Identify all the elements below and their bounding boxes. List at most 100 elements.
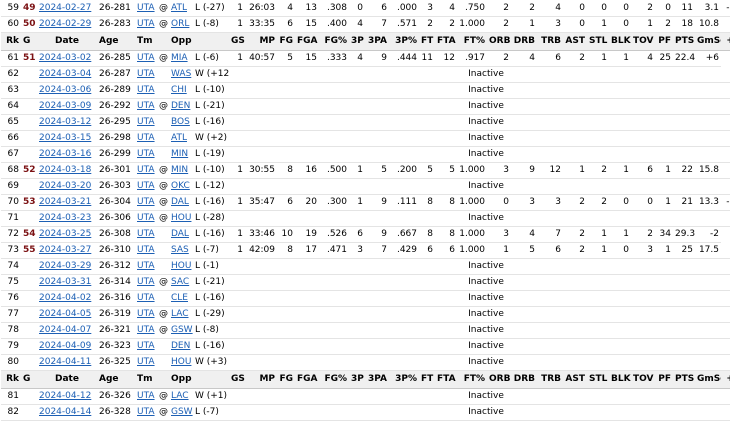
header-blk[interactable]: BLK [609, 31, 631, 51]
header-fg[interactable]: FG [277, 369, 295, 389]
header-3p-[interactable]: 3P% [389, 369, 419, 389]
header-mp[interactable]: MP [245, 31, 277, 51]
date-link[interactable]: 2024-02-27 [39, 2, 92, 13]
header-mp[interactable]: MP [245, 369, 277, 389]
team-link[interactable]: UTA [137, 181, 155, 191]
date-link[interactable]: 2024-03-31 [39, 277, 92, 287]
opponent-link[interactable]: MIN [171, 149, 189, 159]
opponent-link[interactable]: MIA [171, 53, 188, 63]
opponent-link[interactable]: CLE [171, 293, 188, 303]
header-fga[interactable]: FGA [295, 369, 319, 389]
header-blank[interactable] [193, 31, 229, 51]
date-link[interactable]: 2024-03-20 [39, 181, 92, 191]
date-link[interactable]: 2024-03-23 [39, 213, 92, 223]
team-link[interactable]: UTA [137, 149, 155, 159]
header-fg-[interactable]: FG% [319, 369, 349, 389]
header-ft[interactable]: FT [419, 31, 435, 51]
header-ast[interactable]: AST [563, 31, 587, 51]
team-link[interactable]: UTA [137, 101, 155, 111]
header-pf[interactable]: PF [655, 31, 673, 51]
opponent-link[interactable]: BOS [171, 117, 190, 127]
header-blank[interactable] [157, 369, 169, 389]
header-age[interactable]: Age [97, 369, 135, 389]
team-link[interactable]: UTA [137, 357, 155, 367]
header-orb[interactable]: ORB [487, 369, 511, 389]
team-link[interactable]: UTA [137, 229, 155, 239]
opponent-link[interactable]: SAS [171, 245, 189, 255]
opponent-link[interactable]: HOU [171, 261, 192, 271]
header-g[interactable]: G [21, 369, 37, 389]
header-drb[interactable]: DRB [511, 369, 537, 389]
header-stl[interactable]: STL [587, 369, 609, 389]
opponent-link[interactable]: WAS [171, 69, 192, 79]
header-ft-[interactable]: FT% [457, 31, 487, 51]
team-link[interactable]: UTA [137, 391, 155, 401]
opponent-link[interactable]: HOU [171, 357, 192, 367]
date-link[interactable]: 2024-04-12 [39, 391, 92, 401]
date-link[interactable]: 2024-04-09 [39, 341, 92, 351]
header-gmsc[interactable]: GmSc [695, 31, 721, 51]
header-opp[interactable]: Opp [169, 31, 193, 51]
header-trb[interactable]: TRB [537, 31, 563, 51]
date-link[interactable]: 2024-04-05 [39, 309, 92, 319]
header-gs[interactable]: GS [229, 369, 245, 389]
header-ft[interactable]: FT [419, 369, 435, 389]
header-opp[interactable]: Opp [169, 369, 193, 389]
header-fta[interactable]: FTA [435, 369, 457, 389]
team-link[interactable]: UTA [137, 261, 155, 271]
team-link[interactable]: UTA [137, 2, 155, 13]
header-date[interactable]: Date [37, 31, 97, 51]
date-link[interactable]: 2024-03-02 [39, 53, 92, 63]
header-gs[interactable]: GS [229, 31, 245, 51]
opponent-link[interactable]: DAL [171, 197, 189, 207]
header-fg[interactable]: FG [277, 31, 295, 51]
header-pts[interactable]: PTS [673, 369, 695, 389]
opponent-link[interactable]: HOU [171, 213, 192, 223]
header-gmsc[interactable]: GmSc [695, 369, 721, 389]
team-link[interactable]: UTA [137, 325, 155, 335]
header--[interactable]: +/- [721, 369, 730, 389]
date-link[interactable]: 2024-03-06 [39, 85, 92, 95]
date-link[interactable]: 2024-03-12 [39, 117, 92, 127]
header-pf[interactable]: PF [655, 369, 673, 389]
header-orb[interactable]: ORB [487, 31, 511, 51]
header-3pa[interactable]: 3PA [365, 31, 389, 51]
team-link[interactable]: UTA [137, 293, 155, 303]
header-rk[interactable]: Rk [1, 369, 21, 389]
date-link[interactable]: 2024-03-09 [39, 101, 92, 111]
date-link[interactable]: 2024-03-21 [39, 197, 92, 207]
date-link[interactable]: 2024-04-14 [39, 407, 92, 417]
opponent-link[interactable]: ATL [171, 133, 187, 143]
opponent-link[interactable]: MIN [171, 165, 189, 175]
team-link[interactable]: UTA [137, 133, 155, 143]
opponent-link[interactable]: LAC [171, 309, 189, 319]
header-ast[interactable]: AST [563, 369, 587, 389]
header-drb[interactable]: DRB [511, 31, 537, 51]
date-link[interactable]: 2024-04-11 [39, 357, 92, 367]
header-3p[interactable]: 3P [349, 31, 365, 51]
date-link[interactable]: 2024-03-29 [39, 261, 92, 271]
opponent-link[interactable]: LAC [171, 391, 189, 401]
opponent-link[interactable]: DEN [171, 101, 191, 111]
header-tov[interactable]: TOV [631, 31, 655, 51]
date-link[interactable]: 2024-03-04 [39, 69, 92, 79]
opponent-link[interactable]: GSW [171, 407, 193, 417]
header-date[interactable]: Date [37, 369, 97, 389]
header-tov[interactable]: TOV [631, 369, 655, 389]
header-blank[interactable] [193, 369, 229, 389]
opponent-link[interactable]: DEN [171, 341, 191, 351]
team-link[interactable]: UTA [137, 53, 155, 63]
header-pts[interactable]: PTS [673, 31, 695, 51]
header--[interactable]: +/- [721, 31, 730, 51]
opponent-link[interactable]: GSW [171, 325, 193, 335]
date-link[interactable]: 2024-03-15 [39, 133, 92, 143]
team-link[interactable]: UTA [137, 19, 155, 29]
opponent-link[interactable]: ATL [171, 2, 187, 13]
team-link[interactable]: UTA [137, 117, 155, 127]
header-fta[interactable]: FTA [435, 31, 457, 51]
team-link[interactable]: UTA [137, 69, 155, 79]
team-link[interactable]: UTA [137, 309, 155, 319]
team-link[interactable]: UTA [137, 213, 155, 223]
opponent-link[interactable]: DAL [171, 229, 189, 239]
opponent-link[interactable]: SAC [171, 277, 190, 287]
